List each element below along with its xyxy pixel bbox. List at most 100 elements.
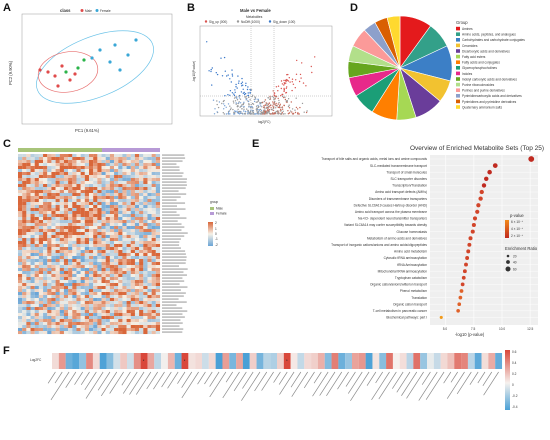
- heatmap-cell: [26, 193, 31, 197]
- heatmap-cell: [143, 160, 148, 164]
- heatmap-cell: [151, 253, 156, 257]
- volcano-point: [272, 90, 274, 92]
- heatmap-cell: [43, 235, 48, 239]
- heatmap-cell: [114, 217, 119, 221]
- volcano-point: [251, 95, 253, 98]
- heatmap-cell: [51, 202, 56, 206]
- heatmap-cell: [118, 208, 123, 212]
- heatmap-cell: [38, 157, 44, 161]
- heatmap-cell: [93, 292, 98, 296]
- heatmap-cell: [105, 277, 110, 281]
- pca-point: [76, 66, 80, 70]
- panel-label-d: D: [350, 2, 358, 14]
- heatmap-cell: [93, 304, 98, 308]
- heatmap-cell: [122, 199, 127, 203]
- heatmap-cell: [80, 325, 85, 329]
- heatmap-cell: [38, 193, 44, 197]
- heatmap-cell: [122, 322, 127, 326]
- heatmap-cell: [151, 289, 156, 293]
- enrichment-dot: [461, 275, 466, 280]
- heatmap-cell: [68, 307, 73, 311]
- heatmap-cell: [89, 295, 94, 299]
- log2fc-column-label-mark: [225, 371, 233, 383]
- heatmap-cell: [130, 175, 135, 179]
- heatmap-cell: [109, 319, 115, 323]
- heatmap-cell: [68, 217, 73, 221]
- heatmap-cell: [130, 166, 135, 170]
- volcano-point: [241, 77, 243, 80]
- volcano-legend-up: Sig_up (000): [209, 20, 227, 24]
- heatmap-cell: [109, 307, 115, 311]
- heatmap-cell: [93, 256, 98, 260]
- heatmap-cell: [114, 208, 119, 212]
- heatmap-cell: [68, 166, 73, 170]
- heatmap-cell: [89, 172, 94, 176]
- heatmap-cell: [76, 166, 81, 170]
- heatmap-row-label-mark: [162, 304, 177, 306]
- heatmap-cell: [22, 211, 27, 215]
- heatmap-cell: [130, 163, 135, 167]
- heatmap-cell: [84, 325, 90, 329]
- heatmap-cell: [105, 163, 110, 167]
- heatmap-cell: [101, 325, 106, 329]
- heatmap-cell: [130, 205, 135, 209]
- heatmap-cell: [118, 304, 123, 308]
- heatmap-cell: [143, 310, 148, 314]
- heatmap-cell: [26, 244, 31, 248]
- heatmap-cell: [76, 307, 81, 311]
- heatmap-cell: [59, 262, 64, 266]
- heatmap-cell: [72, 217, 77, 221]
- heatmap-cell: [51, 319, 56, 323]
- heatmap-cell: [134, 295, 140, 299]
- heatmap-cell: [72, 316, 77, 320]
- log2fc-cell: [481, 353, 489, 369]
- volcano-point: [277, 111, 279, 113]
- log2fc-cell: [79, 353, 87, 369]
- heatmap-cell: [139, 301, 144, 305]
- heatmap-cell: [105, 223, 110, 227]
- enrichment-term: Organic cation transport: [393, 302, 427, 306]
- heatmap-cell: [26, 319, 31, 323]
- heatmap-cell: [18, 229, 23, 233]
- heatmap-cell: [22, 199, 27, 203]
- heatmap-cell: [89, 322, 94, 326]
- heatmap-cell: [68, 235, 73, 239]
- heatmap-cell: [22, 184, 27, 188]
- heatmap-cell: [63, 319, 69, 323]
- volcano-point: [247, 109, 249, 112]
- heatmap-cell: [155, 229, 161, 233]
- heatmap-cell: [38, 331, 44, 335]
- heatmap-cell: [30, 250, 35, 254]
- heatmap-row-label-mark: [162, 265, 180, 267]
- heatmap-cell: [34, 325, 39, 329]
- heatmap-cell: [51, 298, 56, 302]
- heatmap-cell: [72, 295, 77, 299]
- heatmap-cell: [51, 316, 56, 320]
- heatmap-cell: [18, 259, 23, 263]
- heatmap-cell: [47, 166, 52, 170]
- enrichment-plot-bg: [430, 155, 538, 325]
- heatmap-cell: [55, 223, 60, 227]
- heatmap-cell: [72, 169, 77, 173]
- heatmap-cell: [101, 280, 106, 284]
- heatmap-cell: [18, 163, 23, 167]
- volcano-point: [241, 108, 243, 110]
- volcano-point: [303, 111, 305, 113]
- pca-legend-female: Female: [100, 9, 111, 13]
- heatmap-cell: [126, 298, 131, 302]
- heatmap-cell: [68, 313, 73, 317]
- panel-label-c: C: [3, 138, 11, 150]
- heatmap-cell: [59, 226, 64, 230]
- heatmap-cell: [55, 217, 60, 221]
- heatmap-cell: [89, 223, 94, 227]
- heatmap-cell: [22, 253, 27, 257]
- heatmap-cell: [155, 268, 161, 272]
- heatmap-cell: [26, 229, 31, 233]
- heatmap-cell: [118, 220, 123, 224]
- heatmap-cell: [101, 172, 106, 176]
- pie-legend-label: Purine ribonucleosides: [462, 83, 495, 87]
- heatmap-row-label-mark: [162, 187, 186, 189]
- log2fc-column-label-mark: [313, 371, 322, 384]
- heatmap-cell: [18, 283, 23, 287]
- heatmap-cell: [68, 325, 73, 329]
